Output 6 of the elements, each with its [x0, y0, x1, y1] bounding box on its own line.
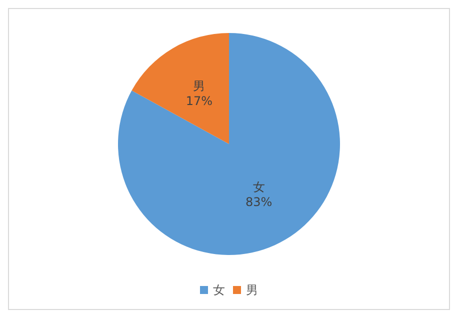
legend-label: 男: [246, 283, 258, 297]
slice-label: 女: [252, 180, 265, 194]
data-label: 17%: [186, 94, 213, 108]
legend-label: 女: [213, 283, 225, 297]
data-label: 83%: [245, 194, 272, 209]
slice-label: 男: [193, 79, 206, 94]
